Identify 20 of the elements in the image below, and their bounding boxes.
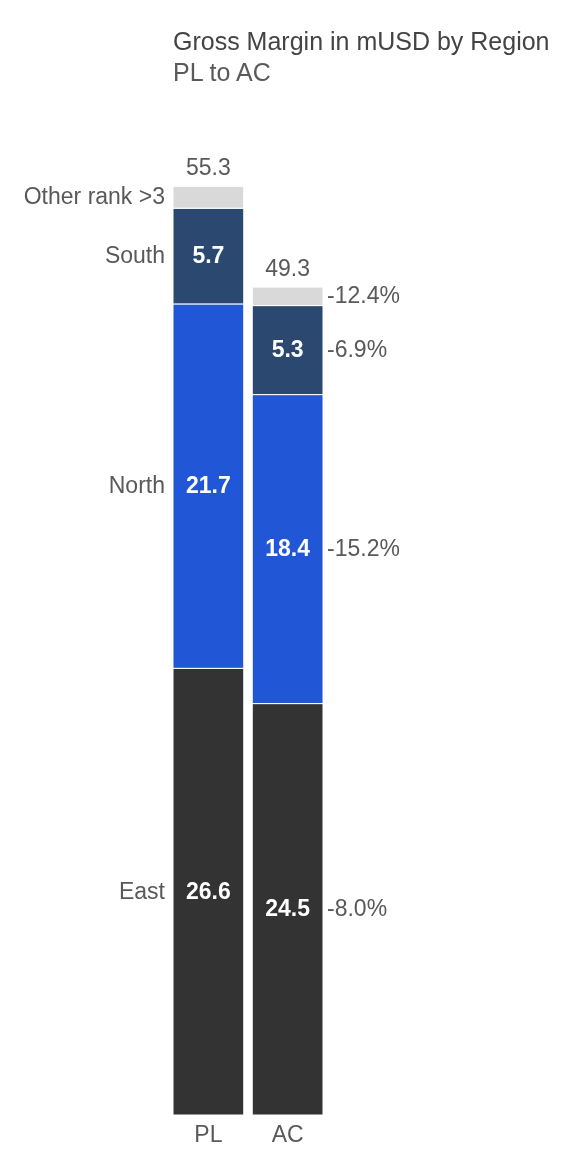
series-label: North bbox=[108, 472, 165, 499]
data-label: 21.7 bbox=[186, 472, 231, 499]
chart-title: Gross Margin in mUSD by Region bbox=[173, 27, 550, 55]
annotation: -8.0% bbox=[327, 895, 388, 922]
x-tick-label: AC bbox=[271, 1120, 304, 1147]
annotation: -15.2% bbox=[327, 535, 400, 562]
annotation: -6.9% bbox=[327, 336, 388, 363]
total-label: 55.3 bbox=[186, 154, 231, 181]
total-label: 49.3 bbox=[265, 255, 310, 282]
series-label: East bbox=[118, 877, 166, 904]
data-label: 24.5 bbox=[265, 895, 311, 922]
data-label: 5.3 bbox=[271, 336, 304, 363]
series-label: Other rank >3 bbox=[23, 183, 165, 210]
data-label: 18.4 bbox=[265, 535, 311, 562]
data-label: 26.6 bbox=[186, 877, 231, 904]
data-label: 5.7 bbox=[192, 242, 225, 269]
series-label: South bbox=[104, 242, 165, 269]
annotation: -12.4% bbox=[327, 282, 400, 309]
chart-subtitle: PL to AC bbox=[173, 58, 271, 86]
x-tick-label: PL bbox=[194, 1120, 223, 1147]
